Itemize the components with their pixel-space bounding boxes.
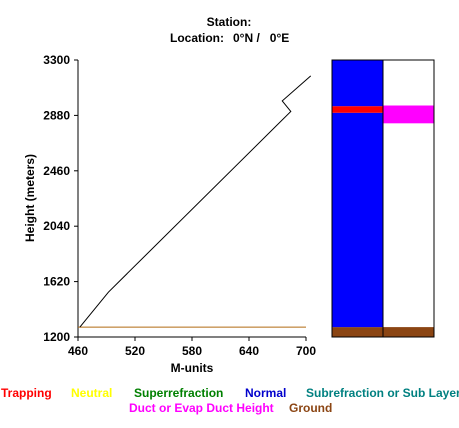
condition-layer-normal <box>332 112 383 328</box>
y-tick-label: 3300 <box>43 53 70 67</box>
x-tick-label: 460 <box>68 344 88 358</box>
legend-superrefraction: Superrefraction <box>134 386 224 400</box>
legend-duct: Duct or Evap Duct Height <box>129 401 274 415</box>
legend-normal: Normal <box>245 386 287 400</box>
legend-subrefraction: Subrefraction or Sub Layer <box>306 386 459 400</box>
y-tick-label: 1620 <box>43 275 70 289</box>
condition-bars <box>331 59 435 338</box>
y-tick-label: 2040 <box>43 219 70 233</box>
plot-area: 1200 1620 2040 2460 2880 3300 460 520 580 640 700 <box>43 53 316 358</box>
condition-layer-ground <box>332 327 383 337</box>
condition-layer-normal <box>332 60 383 107</box>
y-tick-label: 2880 <box>43 108 70 122</box>
x-tick-label: 640 <box>239 344 259 358</box>
y-tick-label: 2460 <box>43 164 70 178</box>
condition-layer-trapping <box>332 106 383 113</box>
x-tick-label: 700 <box>296 344 316 358</box>
legend-trapping: Trapping <box>1 386 52 400</box>
x-axis-label: M-units <box>171 361 214 375</box>
station-label: Station: <box>207 15 252 29</box>
legend-neutral: Neutral <box>71 386 113 400</box>
condition-layer-duct-or-evap-duct-height <box>383 105 434 124</box>
x-tick-label: 580 <box>182 344 202 358</box>
y-tick-label: 1200 <box>43 330 70 344</box>
x-tick-label: 520 <box>125 344 145 358</box>
condition-layer-ground <box>383 327 434 337</box>
m-unit-profile-line <box>79 75 312 328</box>
legend-ground: Ground <box>289 401 333 415</box>
condition-bar-background <box>383 60 434 337</box>
location-label: Location: <box>170 31 224 45</box>
location-value: 0°N / 0°E <box>233 31 289 45</box>
y-axis-label: Height (meters) <box>23 154 37 242</box>
condition-bar-border <box>382 59 435 338</box>
